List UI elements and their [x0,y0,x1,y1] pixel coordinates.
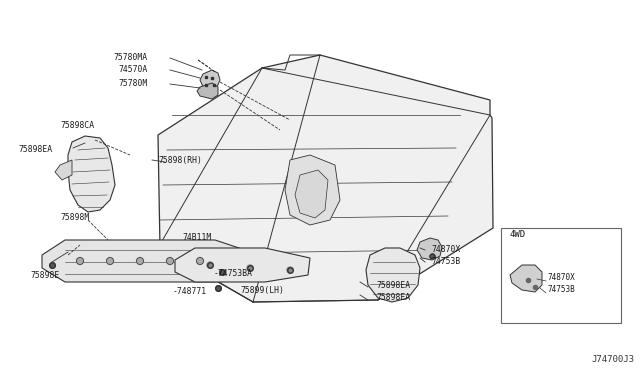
Text: 74870X: 74870X [548,273,576,282]
Text: 75899(LH): 75899(LH) [240,286,284,295]
Polygon shape [285,155,340,225]
Text: 74B11M: 74B11M [182,232,211,241]
Text: 74753B: 74753B [431,257,460,266]
Text: 75898EA: 75898EA [376,294,410,302]
Text: -74753BA: -74753BA [214,269,253,279]
Circle shape [77,257,83,264]
Text: 74570A: 74570A [119,65,148,74]
Polygon shape [158,55,493,302]
Circle shape [196,257,204,264]
Text: J74700J3: J74700J3 [591,355,634,364]
Text: 75898(RH): 75898(RH) [158,155,202,164]
Circle shape [207,262,213,268]
Text: 75898E: 75898E [30,270,60,279]
Circle shape [106,257,113,264]
Text: 75898M: 75898M [60,214,89,222]
Circle shape [166,257,173,264]
Text: -748771: -748771 [173,286,207,295]
Polygon shape [510,265,542,292]
Polygon shape [200,70,220,90]
Polygon shape [366,248,420,302]
Polygon shape [42,240,260,282]
Text: 75780M: 75780M [119,80,148,89]
Polygon shape [295,170,328,218]
Text: 75898EA: 75898EA [376,280,410,289]
Polygon shape [68,136,115,212]
Polygon shape [55,160,72,180]
Polygon shape [417,238,442,260]
Text: 75780MA: 75780MA [114,52,148,61]
Text: 75898CA: 75898CA [60,122,94,131]
Text: 74753B: 74753B [548,285,576,294]
Circle shape [136,257,143,264]
Circle shape [247,265,253,271]
Circle shape [287,267,293,273]
Polygon shape [197,83,218,99]
Polygon shape [175,248,310,282]
Text: 74870X: 74870X [431,244,460,253]
Bar [501,228,621,323]
Text: 75898EA: 75898EA [18,145,52,154]
Text: 4WD: 4WD [510,230,526,239]
